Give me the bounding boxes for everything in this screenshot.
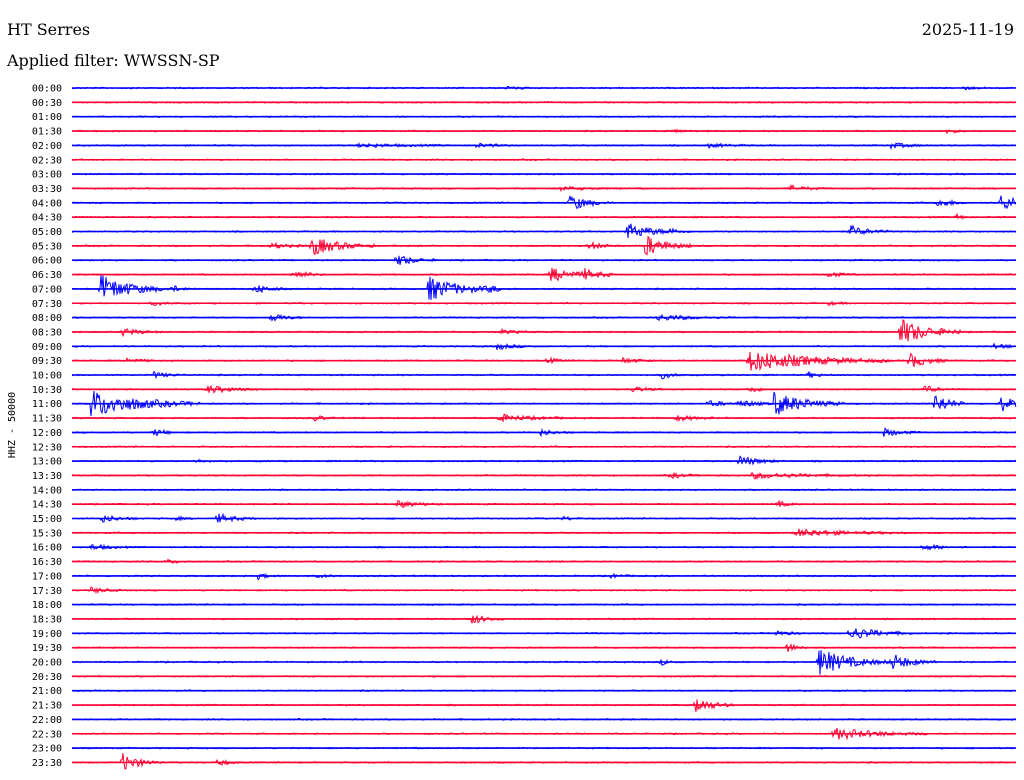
row-time-label: 07:30 xyxy=(32,299,62,310)
trace-row-2330 xyxy=(71,753,1017,770)
row-time-label: 21:00 xyxy=(32,686,62,697)
row-time-label: 19:00 xyxy=(32,629,62,640)
row-time-label: 10:00 xyxy=(32,371,62,382)
trace-row-0830 xyxy=(71,319,1017,342)
trace-row-0700 xyxy=(71,275,1017,300)
row-time-label: 22:00 xyxy=(32,715,62,726)
row-time-label: 19:30 xyxy=(32,643,62,654)
row-time-label: 04:30 xyxy=(32,213,62,224)
row-time-label: 03:00 xyxy=(32,170,62,181)
row-time-label: 02:30 xyxy=(32,155,62,166)
trace-row-1700 xyxy=(71,572,1017,581)
row-time-label: 18:00 xyxy=(32,600,62,611)
row-time-label: 17:30 xyxy=(32,586,62,597)
row-time-label: 15:30 xyxy=(32,528,62,539)
date-label: 2025-11-19 xyxy=(921,20,1014,39)
row-time-label: 02:00 xyxy=(32,141,62,152)
row-time-label: 20:30 xyxy=(32,672,62,683)
row-time-label: 01:00 xyxy=(32,112,62,123)
row-time-label: 23:00 xyxy=(32,744,62,755)
row-time-label: 09:00 xyxy=(32,342,62,353)
row-time-label: 08:00 xyxy=(32,313,62,324)
row-time-label: 00:00 xyxy=(32,84,62,95)
row-time-label: 14:00 xyxy=(32,485,62,496)
trace-row-1300 xyxy=(71,455,1017,466)
row-time-label: 13:00 xyxy=(32,457,62,468)
row-time-label: 21:30 xyxy=(32,701,62,712)
row-time-label: 13:30 xyxy=(32,471,62,482)
row-time-label: 11:30 xyxy=(32,414,62,425)
row-time-label: 03:30 xyxy=(32,184,62,195)
row-time-label: 15:00 xyxy=(32,514,62,525)
row-time-label: 06:00 xyxy=(32,256,62,267)
row-time-label: 20:00 xyxy=(32,658,62,669)
row-time-label: 16:30 xyxy=(32,557,62,568)
row-time-label: 11:00 xyxy=(32,399,62,410)
row-time-label: 05:30 xyxy=(32,241,62,252)
row-time-label: 18:30 xyxy=(32,614,62,625)
row-time-label: 10:30 xyxy=(32,385,62,396)
row-time-label: 23:30 xyxy=(32,758,62,769)
y-axis-label: HHZ - 50000 xyxy=(7,392,18,458)
row-time-label: 17:00 xyxy=(32,571,62,582)
row-time-label: 22:30 xyxy=(32,729,62,740)
row-time-label: 08:30 xyxy=(32,327,62,338)
row-time-label: 12:00 xyxy=(32,428,62,439)
row-time-label: 09:30 xyxy=(32,356,62,367)
row-time-label: 01:30 xyxy=(32,127,62,138)
row-time-label: 16:00 xyxy=(32,543,62,554)
station-title: HT Serres xyxy=(7,20,91,39)
row-time-label: 05:00 xyxy=(32,227,62,238)
row-time-label: 06:30 xyxy=(32,270,62,281)
row-time-label: 14:30 xyxy=(32,500,62,511)
row-time-label: 04:00 xyxy=(32,198,62,209)
row-time-label: 12:30 xyxy=(32,442,62,453)
filter-label: Applied filter: WWSSN-SP xyxy=(7,51,220,70)
row-time-label: 07:00 xyxy=(32,284,62,295)
row-time-label: 00:30 xyxy=(32,98,62,109)
